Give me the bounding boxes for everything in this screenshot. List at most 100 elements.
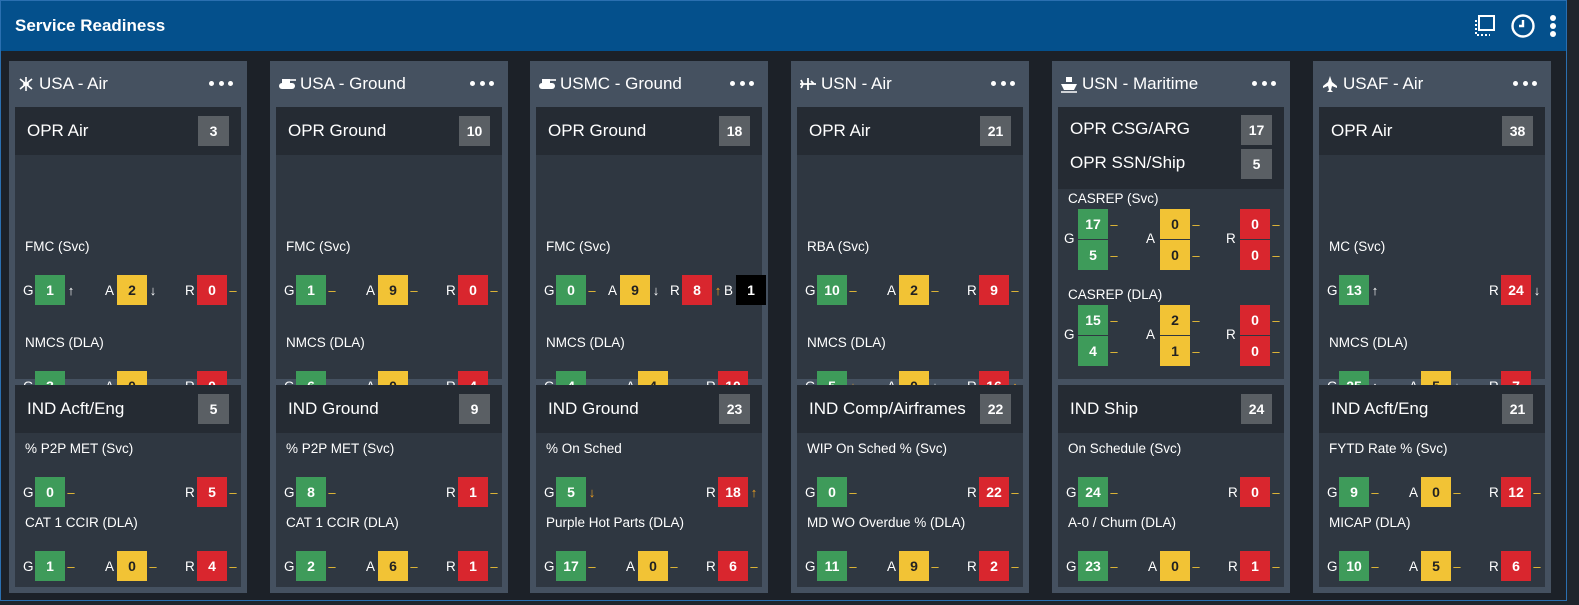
- indicator-g[interactable]: G 10–: [805, 275, 859, 305]
- indicator-value[interactable]: 17: [556, 551, 586, 581]
- indicator-value[interactable]: 6: [378, 551, 408, 581]
- indicator-g[interactable]: G 0–: [805, 477, 859, 507]
- indicator-value[interactable]: 24: [1501, 275, 1531, 305]
- indicator-value[interactable]: 1: [1240, 551, 1270, 581]
- indicator-r[interactable]: R 6–: [706, 551, 760, 581]
- indicator-value[interactable]: 1: [1160, 336, 1190, 366]
- indicator-value[interactable]: 10: [1339, 551, 1369, 581]
- indicator-value[interactable]: 0: [1240, 305, 1270, 335]
- indicator-g[interactable]: G 24–: [1066, 477, 1120, 507]
- indicator-g[interactable]: G 23–: [1066, 551, 1120, 581]
- indicator-r[interactable]: 0–: [1240, 305, 1282, 335]
- indicator-value[interactable]: 1: [458, 477, 488, 507]
- indicator-a[interactable]: 2–: [1160, 305, 1202, 335]
- indicator-value[interactable]: 24: [1078, 477, 1108, 507]
- indicator-value[interactable]: 5: [556, 477, 586, 507]
- indicator-value[interactable]: 0: [35, 477, 65, 507]
- indicator-value[interactable]: 0: [1160, 240, 1190, 270]
- indicator-a[interactable]: A 9 ↓: [608, 275, 662, 305]
- indicator-value[interactable]: 1: [35, 551, 65, 581]
- more-horizontal-icon[interactable]: [1513, 75, 1537, 91]
- indicator-value[interactable]: 4: [197, 551, 227, 581]
- indicator-g[interactable]: G 13 ↑: [1327, 275, 1381, 305]
- indicator-value[interactable]: 0: [458, 275, 488, 305]
- indicator-value[interactable]: 0: [1240, 240, 1270, 270]
- indicator-a[interactable]: A 6–: [366, 551, 420, 581]
- indicator-value[interactable]: 0: [1240, 209, 1270, 239]
- indicator-r[interactable]: 0–: [1240, 209, 1282, 239]
- indicator-r[interactable]: R 12–: [1489, 477, 1543, 507]
- indicator-r[interactable]: 0–: [1240, 240, 1282, 270]
- indicator-g[interactable]: G 2–: [284, 551, 338, 581]
- indicator-g[interactable]: G 1–: [23, 551, 77, 581]
- indicator-a[interactable]: A 2 ↓: [105, 275, 159, 305]
- indicator-a[interactable]: A 9–: [366, 275, 420, 305]
- indicator-a[interactable]: 1–: [1160, 336, 1202, 366]
- indicator-g[interactable]: G 1 ↑: [23, 275, 77, 305]
- indicator-r[interactable]: R 1–: [446, 477, 500, 507]
- indicator-value[interactable]: 2: [899, 275, 929, 305]
- indicator-value[interactable]: 1: [458, 551, 488, 581]
- indicator-value[interactable]: 12: [1501, 477, 1531, 507]
- indicator-value[interactable]: 10: [817, 275, 847, 305]
- indicator-g[interactable]: G 11–: [805, 551, 859, 581]
- indicator-r[interactable]: R 18 ↑: [706, 477, 760, 507]
- indicator-r[interactable]: R 5–: [185, 477, 239, 507]
- indicator-value[interactable]: 1: [296, 275, 326, 305]
- indicator-value[interactable]: 2: [296, 551, 326, 581]
- indicator-value[interactable]: 2: [1160, 305, 1190, 335]
- indicator-value[interactable]: 13: [1339, 275, 1369, 305]
- indicator-value[interactable]: 4: [1078, 336, 1108, 366]
- indicator-value[interactable]: 2: [117, 275, 147, 305]
- indicator-value[interactable]: 6: [718, 551, 748, 581]
- indicator-g[interactable]: G 1–: [284, 275, 338, 305]
- indicator-r[interactable]: R 22–: [967, 477, 1021, 507]
- indicator-g[interactable]: G 9–: [1327, 477, 1381, 507]
- indicator-value[interactable]: 6: [1501, 551, 1531, 581]
- indicator-value[interactable]: 23: [1078, 551, 1108, 581]
- indicator-value[interactable]: 22: [979, 477, 1009, 507]
- indicator-g[interactable]: 17–: [1078, 209, 1120, 239]
- more-horizontal-icon[interactable]: [1252, 75, 1276, 91]
- indicator-a[interactable]: 0–: [1160, 240, 1202, 270]
- indicator-g[interactable]: G 17–: [544, 551, 598, 581]
- indicator-value[interactable]: 2: [979, 551, 1009, 581]
- more-horizontal-icon[interactable]: [991, 75, 1015, 91]
- indicator-r[interactable]: R 6–: [1489, 551, 1543, 581]
- indicator-value[interactable]: 5: [1421, 551, 1451, 581]
- indicator-a[interactable]: A 5–: [1409, 551, 1463, 581]
- indicator-value[interactable]: 0: [817, 477, 847, 507]
- indicator-g[interactable]: G 10–: [1327, 551, 1381, 581]
- indicator-r[interactable]: R 9–: [967, 275, 1021, 305]
- more-vertical-icon[interactable]: [1548, 13, 1558, 39]
- more-horizontal-icon[interactable]: [730, 75, 754, 91]
- indicator-g[interactable]: 4–: [1078, 336, 1120, 366]
- indicator-value[interactable]: 9: [979, 275, 1009, 305]
- indicator-value[interactable]: 0: [556, 275, 586, 305]
- indicator-value[interactable]: 9: [378, 275, 408, 305]
- indicator-value[interactable]: 15: [1078, 305, 1108, 335]
- indicator-r[interactable]: R 1–: [1228, 551, 1282, 581]
- more-horizontal-icon[interactable]: [209, 75, 233, 91]
- indicator-r[interactable]: R 24 ↓: [1489, 275, 1543, 305]
- indicator-a[interactable]: A 2–: [887, 275, 941, 305]
- indicator-r[interactable]: R 8 ↑: [670, 275, 724, 305]
- indicator-value[interactable]: 0: [1240, 477, 1270, 507]
- indicator-value[interactable]: 1: [736, 275, 766, 305]
- clock-icon[interactable]: [1510, 13, 1536, 39]
- indicator-value[interactable]: 0: [117, 551, 147, 581]
- indicator-g[interactable]: G 0–: [544, 275, 598, 305]
- indicator-value[interactable]: 17: [1078, 209, 1108, 239]
- indicator-g[interactable]: G 0–: [23, 477, 77, 507]
- indicator-value[interactable]: 5: [1078, 240, 1108, 270]
- indicator-value[interactable]: 1: [35, 275, 65, 305]
- dashboard-icon[interactable]: [1472, 13, 1498, 39]
- indicator-r[interactable]: 0–: [1240, 336, 1282, 366]
